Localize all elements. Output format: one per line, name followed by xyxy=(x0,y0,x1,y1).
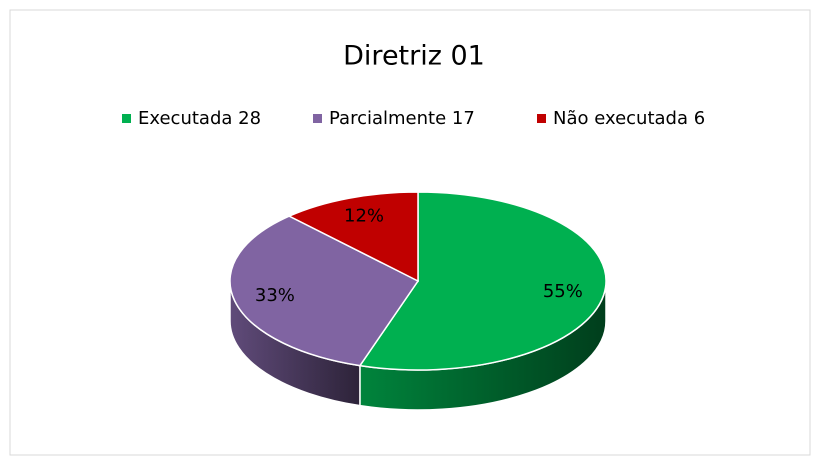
pie-slice xyxy=(229,215,420,367)
legend-label: Não executada 6 xyxy=(553,108,705,129)
chart-title: Diretriz 01 xyxy=(343,41,485,72)
legend-label: Executada 28 xyxy=(138,108,261,129)
data-label: 12% xyxy=(344,205,384,226)
data-label: 33% xyxy=(255,285,295,306)
pie-slice xyxy=(358,191,607,371)
legend-label: Parcialmente 17 xyxy=(329,108,475,129)
legend-swatch xyxy=(313,114,322,123)
pie-slice xyxy=(287,191,419,283)
data-label: 55% xyxy=(543,281,583,302)
legend-swatch xyxy=(537,114,546,123)
legend-swatch xyxy=(122,114,131,123)
